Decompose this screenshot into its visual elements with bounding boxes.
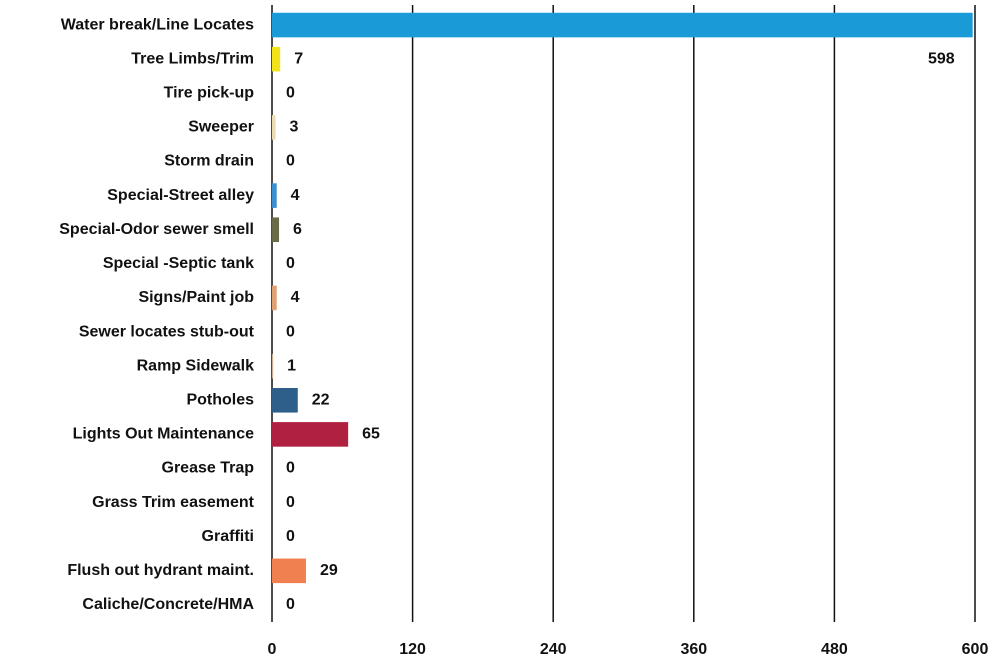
bar	[272, 115, 276, 140]
value-label: 0	[286, 460, 295, 477]
y-tick-label: Tree Limbs/Trim	[131, 50, 254, 67]
value-label: 65	[362, 426, 380, 443]
y-tick-label: Caliche/Concrete/HMA	[82, 596, 254, 613]
bar	[272, 285, 277, 311]
y-tick-label: Special -Septic tank	[103, 255, 254, 272]
y-tick-label: Graffiti	[202, 528, 254, 545]
bar	[272, 12, 973, 38]
bar	[272, 217, 280, 243]
y-tick-label: Tire pick-up	[164, 84, 255, 101]
value-label: 0	[286, 323, 295, 340]
value-label: 598	[928, 50, 955, 67]
value-label: 1	[287, 357, 296, 374]
y-tick-label: Ramp Sidewalk	[137, 357, 254, 374]
bar	[272, 387, 298, 413]
value-label: 7	[294, 50, 303, 67]
bar	[272, 183, 277, 208]
bar	[272, 422, 349, 447]
value-label: 29	[320, 562, 338, 579]
x-tick-label: 240	[540, 641, 567, 658]
value-label: 4	[291, 187, 300, 204]
y-tick-label: Sweeper	[188, 119, 254, 136]
bar	[272, 353, 274, 379]
y-tick-label: Special-Street alley	[107, 187, 254, 204]
y-tick-label: Potholes	[186, 391, 254, 408]
y-tick-label: Lights Out Maintenance	[73, 426, 254, 443]
y-tick-label: Flush out hydrant maint.	[67, 562, 254, 579]
y-tick-label: Grease Trap	[162, 460, 255, 477]
y-tick-label: Signs/Paint job	[138, 289, 254, 306]
y-tick-label: Sewer locates stub-out	[79, 323, 255, 340]
value-label: 6	[293, 221, 302, 238]
value-label: 4	[291, 289, 300, 306]
bar	[272, 558, 306, 584]
value-label: 22	[312, 391, 330, 408]
x-tick-label: 120	[399, 641, 426, 658]
y-tick-label: Special-Odor sewer smell	[59, 221, 254, 238]
y-tick-label: Storm drain	[164, 153, 254, 170]
value-label: 0	[286, 528, 295, 545]
value-label: 0	[286, 255, 295, 272]
value-label: 0	[286, 153, 295, 170]
value-label: 0	[286, 494, 295, 511]
y-tick-label: Grass Trim easement	[92, 494, 255, 511]
value-label: 0	[286, 596, 295, 613]
x-tick-label: 480	[821, 641, 848, 658]
x-tick-label: 0	[268, 641, 277, 658]
y-tick-label: Water break/Line Locates	[61, 16, 254, 33]
x-tick-label: 600	[962, 641, 989, 658]
bar	[272, 46, 281, 72]
value-label: 0	[286, 84, 295, 101]
x-tick-label: 360	[680, 641, 707, 658]
value-label: 3	[290, 119, 299, 136]
